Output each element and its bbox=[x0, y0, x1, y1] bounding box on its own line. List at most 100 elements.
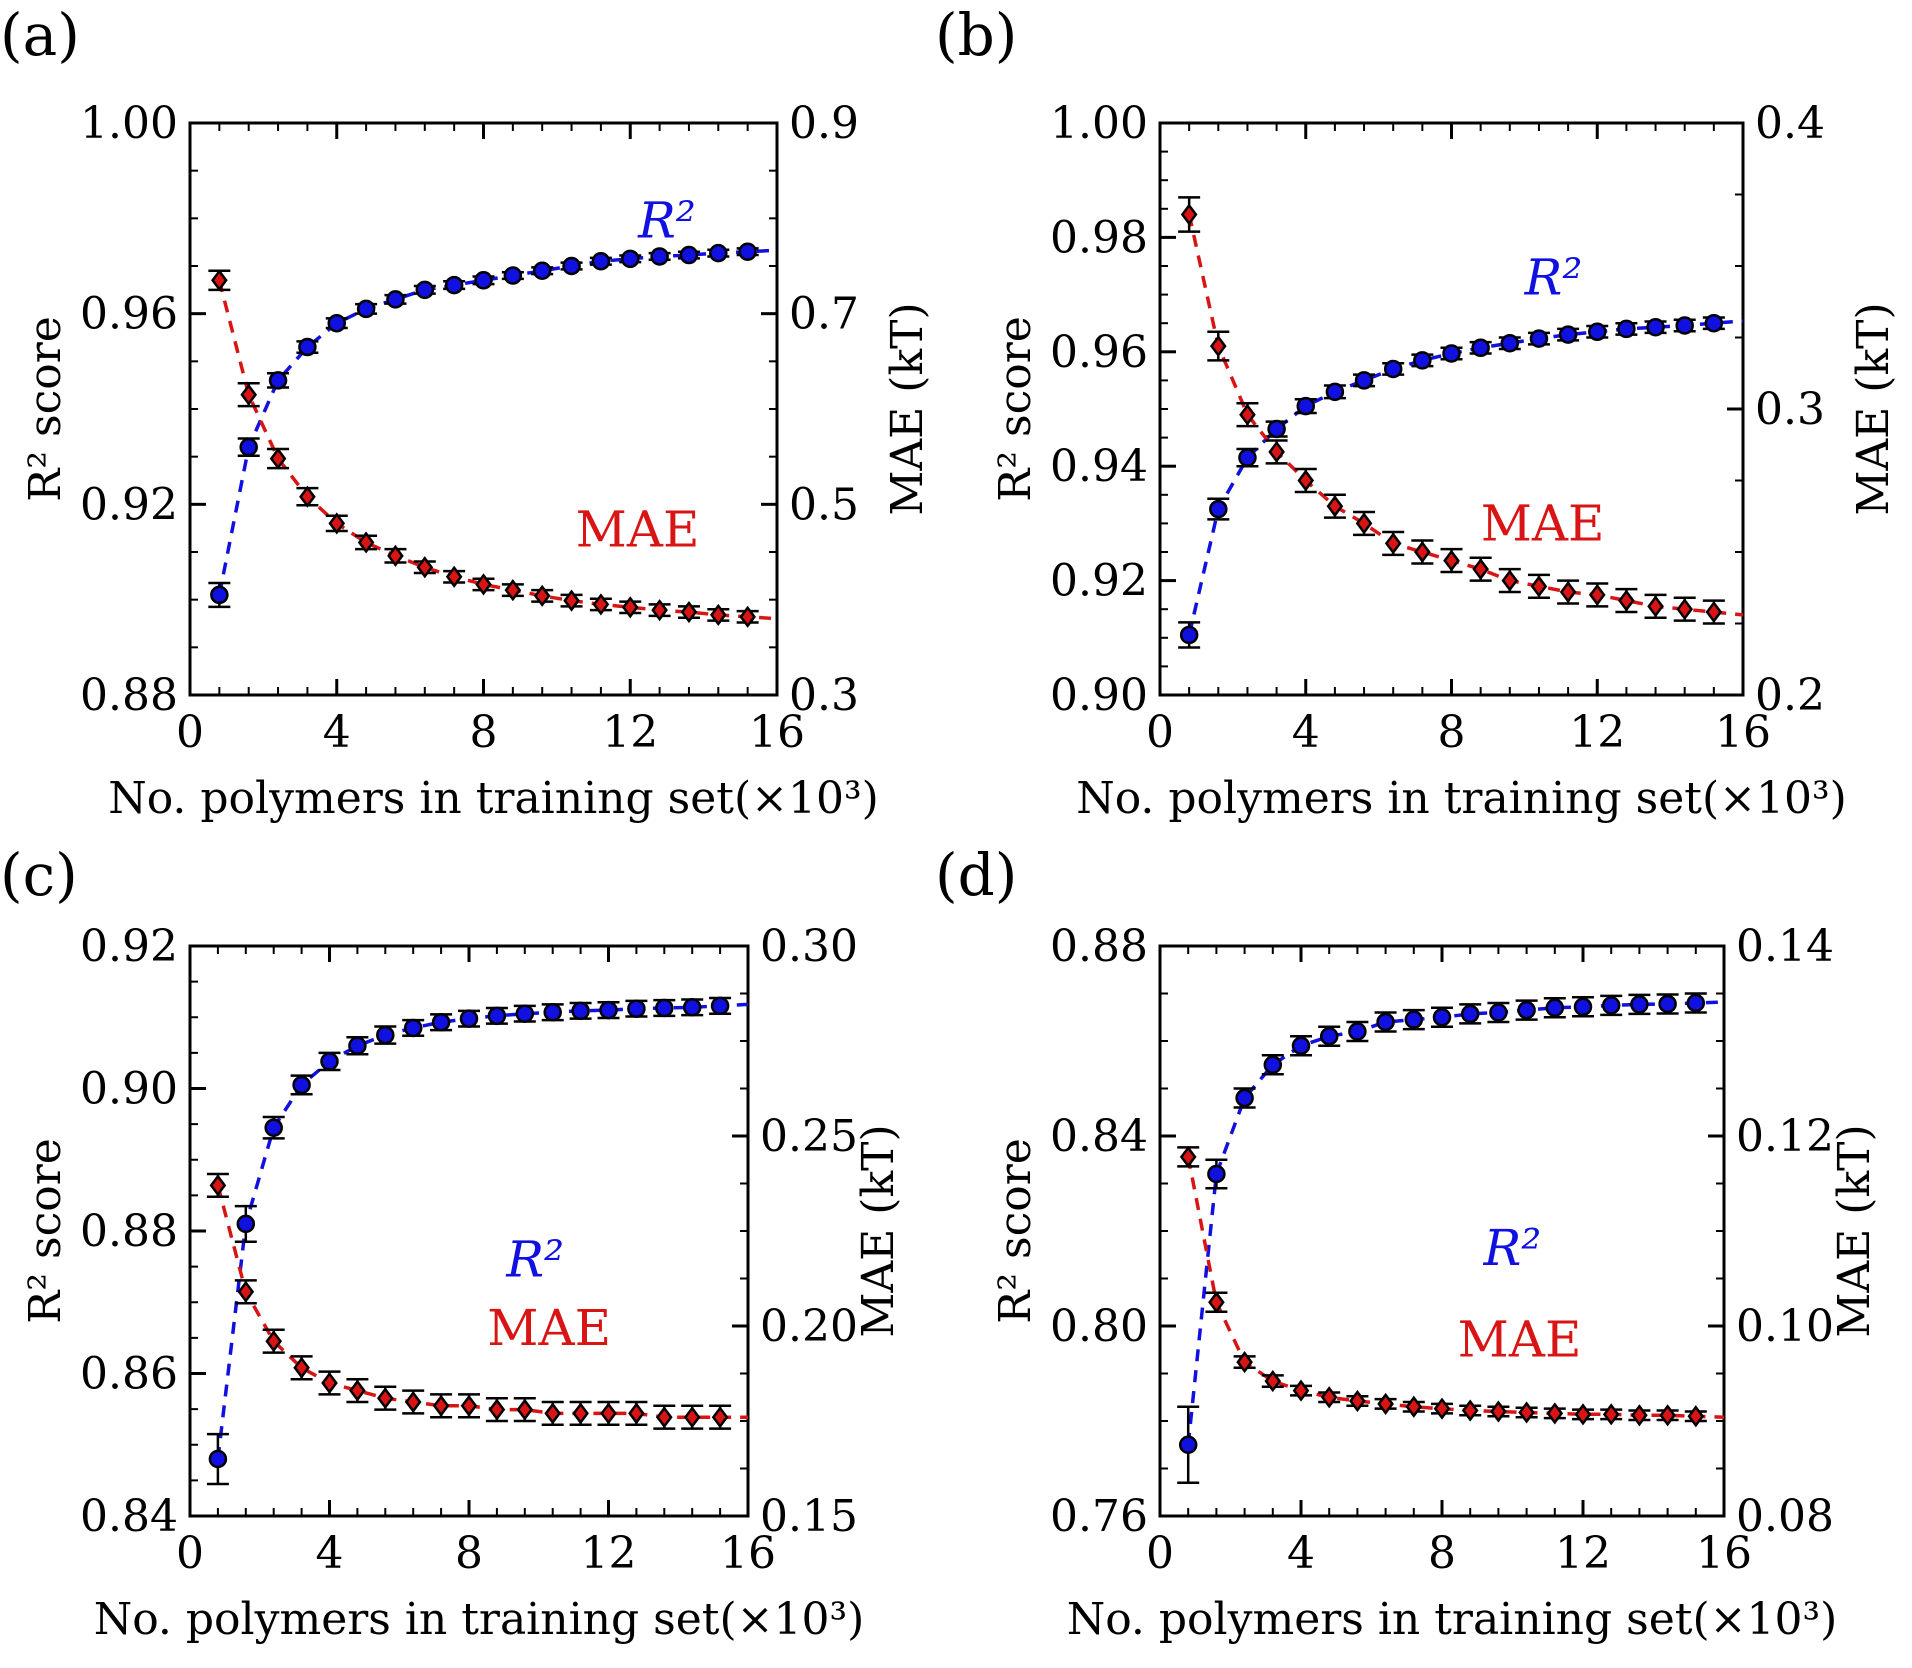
annotation-r2: R² bbox=[1483, 1219, 1542, 1277]
data-point-mae bbox=[376, 1387, 394, 1410]
data-point-r2 bbox=[591, 251, 611, 271]
data-point-mae bbox=[1518, 1401, 1535, 1424]
x-tick-label: 16 bbox=[1696, 1528, 1752, 1579]
data-point-mae bbox=[1208, 1291, 1225, 1314]
data-point-mae bbox=[475, 573, 492, 596]
data-point-mae bbox=[488, 1398, 506, 1421]
data-point-r2 bbox=[1179, 625, 1199, 645]
y-left-tick-label: 0.80 bbox=[1050, 1301, 1148, 1352]
y-left-tick-label: 1.00 bbox=[80, 98, 178, 149]
x-tick-label: 12 bbox=[581, 1528, 637, 1579]
data-point-r2 bbox=[1348, 1022, 1367, 1041]
data-point-r2 bbox=[376, 1025, 395, 1045]
annotation-mae: MAE bbox=[1458, 1310, 1582, 1368]
data-point-mae bbox=[516, 1398, 534, 1421]
data-point-mae bbox=[1292, 1379, 1310, 1402]
x-tick-label: 0 bbox=[176, 707, 204, 758]
y-right-tick-label: 0.5 bbox=[789, 479, 859, 530]
y-left-tick-label: 0.94 bbox=[1050, 441, 1148, 492]
y-right-tick-label: 0.3 bbox=[789, 670, 859, 721]
data-point-mae bbox=[651, 599, 668, 622]
data-point-r2 bbox=[292, 1075, 311, 1095]
data-point-r2 bbox=[1704, 313, 1724, 333]
annotation-r2: R² bbox=[637, 191, 696, 249]
fit-line-mae bbox=[1187, 214, 1744, 617]
data-point-mae bbox=[299, 485, 316, 508]
data-point-r2 bbox=[515, 1004, 535, 1023]
panel-label: (b) bbox=[935, 1, 1017, 69]
data-point-r2 bbox=[1376, 1012, 1395, 1032]
data-point-r2 bbox=[356, 299, 376, 319]
series-r2: R² bbox=[206, 996, 749, 1486]
data-point-mae bbox=[1414, 540, 1431, 564]
y-right-tick-label: 0.2 bbox=[1755, 670, 1825, 721]
data-point-mae bbox=[1546, 1402, 1564, 1425]
data-point-mae bbox=[1239, 403, 1256, 426]
plot-frame bbox=[1158, 944, 1726, 1518]
x-tick-label: 4 bbox=[1292, 707, 1320, 758]
data-point-r2 bbox=[710, 996, 730, 1016]
data-point-mae bbox=[416, 556, 434, 579]
series-mae: MAE bbox=[1177, 1145, 1725, 1428]
data-point-r2 bbox=[415, 280, 435, 300]
panel-d: (d) 0 4 8 12 16 0.76 0.80 0.84 0.88 0.08 0.10 0.12 0.… bbox=[935, 841, 1880, 1645]
data-point-mae bbox=[1472, 558, 1489, 581]
data-point-r2 bbox=[210, 585, 229, 605]
x-tick-label: 12 bbox=[1569, 707, 1625, 758]
y-left-tick-label: 0.76 bbox=[1050, 1491, 1148, 1542]
fit-line-mae bbox=[217, 279, 778, 621]
data-point-mae bbox=[1297, 469, 1315, 492]
data-point-mae bbox=[1705, 600, 1723, 624]
y-right-axis-label: MAE (kT) bbox=[1829, 1124, 1880, 1337]
data-point-mae bbox=[357, 531, 375, 554]
data-point-r2 bbox=[1404, 1010, 1424, 1029]
data-point-r2 bbox=[431, 1012, 451, 1032]
data-point-r2 bbox=[1325, 382, 1345, 402]
data-point-mae bbox=[1574, 1403, 1592, 1426]
data-point-mae bbox=[504, 579, 522, 602]
data-point-mae bbox=[592, 593, 610, 616]
annotation-r2: R² bbox=[505, 1231, 564, 1289]
data-point-r2 bbox=[386, 290, 405, 309]
data-point-mae bbox=[1659, 1404, 1676, 1427]
data-point-r2 bbox=[1545, 998, 1565, 1017]
fit-line-r2 bbox=[216, 1002, 749, 1460]
series-mae: MAE bbox=[1178, 196, 1744, 625]
y-left-tick-label: 0.90 bbox=[80, 1064, 178, 1115]
panel-b: (b) 0 4 8 12 16 0.90 0.92 0.94 0.96 0.98 1.00 0.2 0.3… bbox=[935, 1, 1899, 824]
fit-line-r2 bbox=[1187, 319, 1744, 636]
y-left-axis-label: R² score bbox=[990, 1138, 1041, 1324]
data-point-mae bbox=[240, 383, 258, 406]
data-point-mae bbox=[711, 1406, 729, 1429]
data-point-r2 bbox=[709, 243, 728, 263]
data-point-mae bbox=[460, 1394, 478, 1417]
data-point-r2 bbox=[264, 1118, 283, 1137]
data-point-mae bbox=[572, 1402, 589, 1425]
data-point-r2 bbox=[327, 313, 346, 333]
y-right-tick-label: 0.4 bbox=[1755, 98, 1825, 149]
x-tick-label: 16 bbox=[720, 1528, 776, 1579]
data-point-mae bbox=[387, 544, 404, 567]
data-point-mae bbox=[1631, 1404, 1648, 1427]
y-left-tick-label: 0.88 bbox=[80, 1206, 178, 1257]
panel-label: (c) bbox=[0, 841, 78, 909]
y-left-tick-label: 0.90 bbox=[1050, 670, 1148, 721]
y-left-tick-label: 0.86 bbox=[80, 1349, 178, 1400]
data-point-r2 bbox=[320, 1052, 339, 1071]
data-point-mae bbox=[1320, 1386, 1338, 1409]
data-point-r2 bbox=[1529, 329, 1549, 348]
y-left-tick-label: 0.88 bbox=[1050, 921, 1148, 972]
data-point-r2 bbox=[1646, 317, 1665, 337]
data-point-r2 bbox=[682, 998, 702, 1017]
data-point-r2 bbox=[208, 1449, 228, 1469]
data-point-r2 bbox=[1267, 419, 1286, 439]
data-point-mae bbox=[445, 565, 463, 588]
y-right-tick-label: 0.20 bbox=[760, 1301, 858, 1352]
data-point-r2 bbox=[1432, 1008, 1452, 1027]
x-tick-label: 16 bbox=[1715, 707, 1771, 758]
fit-line-mae bbox=[216, 1184, 748, 1419]
x-tick-label: 8 bbox=[1438, 707, 1466, 758]
data-point-r2 bbox=[1489, 1003, 1508, 1022]
data-point-r2 bbox=[239, 437, 258, 457]
data-point-r2 bbox=[1471, 338, 1490, 358]
